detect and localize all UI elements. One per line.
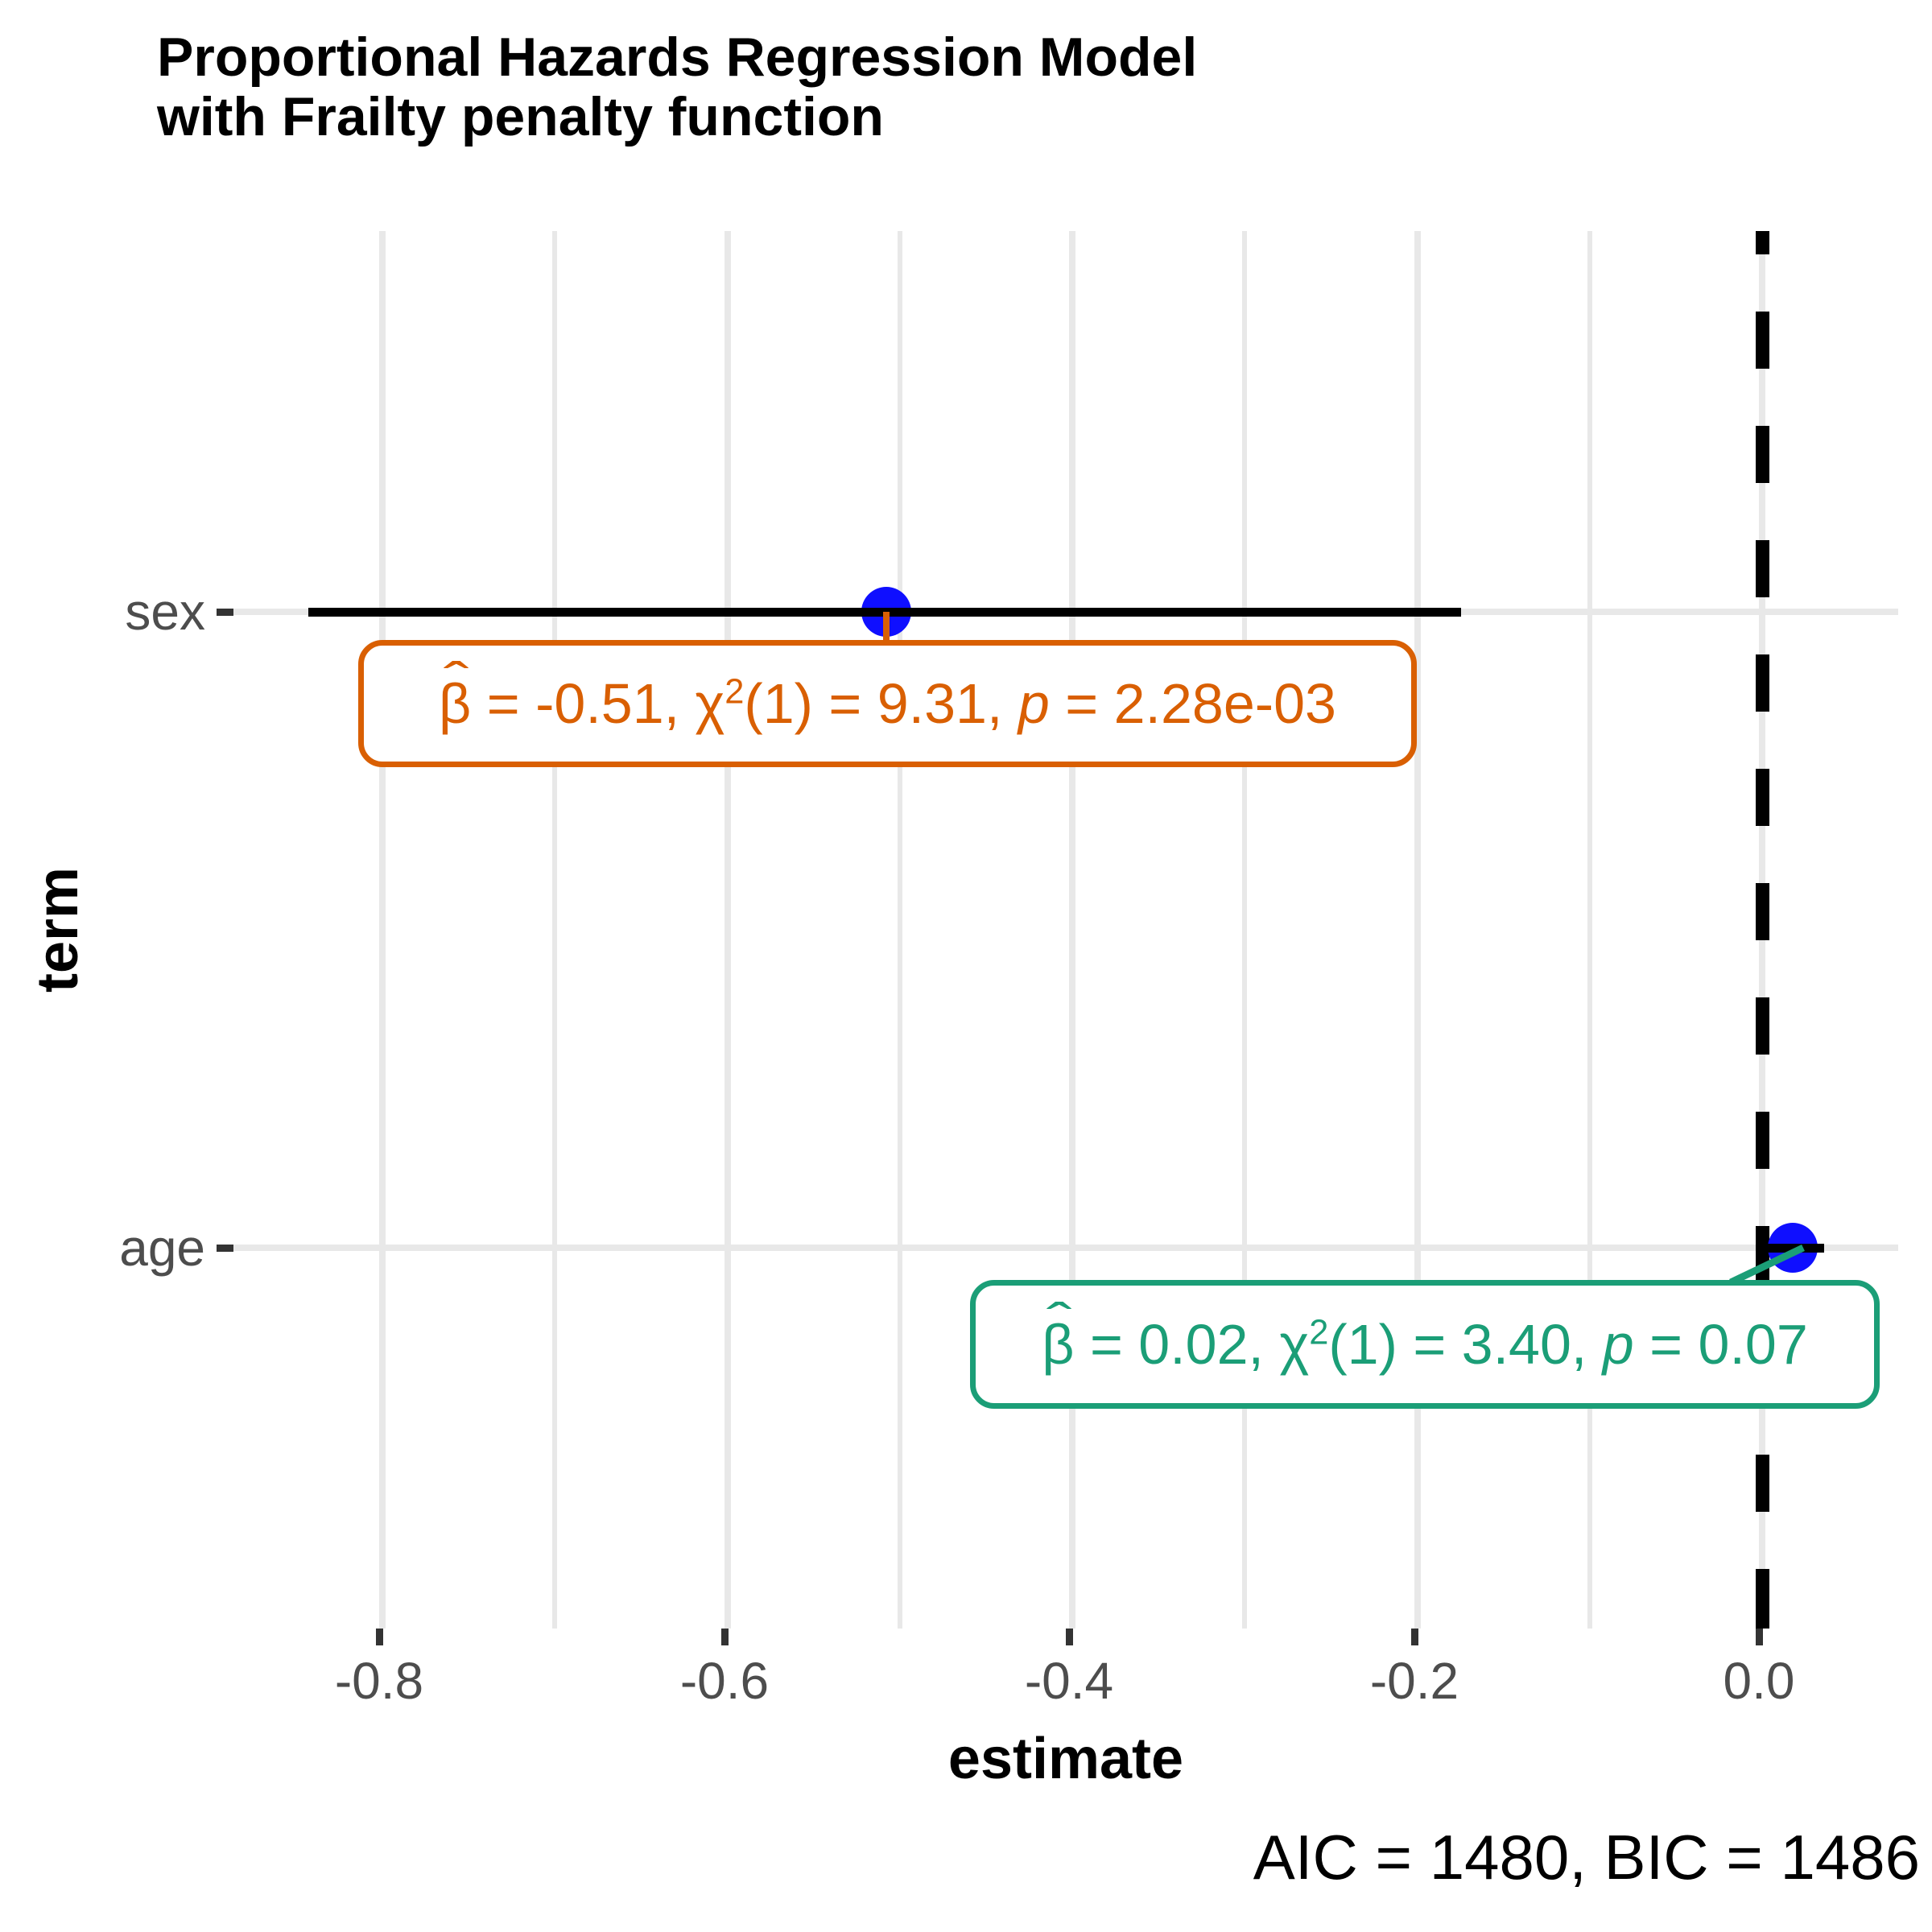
y-tick-sex [217, 609, 233, 616]
x-gridline-major [724, 231, 731, 1629]
x-gridline-minor [898, 231, 902, 1629]
hat-accent: ˆ [1046, 1294, 1073, 1351]
x-gridline-minor [1242, 231, 1247, 1629]
ci-errorbar-age [1760, 1244, 1824, 1253]
p-value: = 2.28e-03 [1049, 672, 1336, 735]
plot-title-line1: Proportional Hazards Regression Model [157, 27, 1198, 88]
x-gridline-minor [552, 231, 557, 1629]
p-symbol: p [1602, 1313, 1634, 1376]
beta-value: = -0.51, [471, 672, 696, 735]
x-gridline-major [1414, 231, 1421, 1629]
y-gridline-age [233, 1245, 1898, 1251]
x-axis-title: estimate [947, 1727, 1184, 1791]
x-tick [1066, 1629, 1073, 1645]
x-tick [376, 1629, 383, 1645]
x-tick-label: -0.8 [334, 1652, 424, 1710]
x-tick [721, 1629, 729, 1645]
x-tick-label: -0.2 [1369, 1652, 1459, 1710]
ci-errorbar-sex [308, 608, 1461, 617]
x-tick-label: 0.0 [1723, 1652, 1795, 1710]
hat-accent: ˆ [444, 653, 469, 710]
zero-reference-line [1756, 231, 1769, 1629]
y-axis-title: term [26, 866, 90, 993]
chi-exponent: 2 [724, 672, 745, 712]
plot-title: Proportional Hazards Regression Model wi… [157, 27, 1197, 147]
plot-title-line2: with Frailty penalty function [157, 86, 884, 147]
chi-exponent: 2 [1309, 1313, 1329, 1352]
x-gridline-major [379, 231, 386, 1629]
p-value: = 0.07 [1633, 1313, 1808, 1376]
chi-value: (1) = 3.40, [1328, 1313, 1603, 1376]
chi-symbol: χ [1279, 1313, 1310, 1376]
x-gridline-minor [1587, 231, 1592, 1629]
x-gridline-major [1069, 231, 1075, 1629]
chi-symbol: χ [695, 672, 725, 735]
y-category-label-sex: sex [125, 583, 205, 641]
model-fit-caption: AIC = 1480, BIC = 1486 [1253, 1822, 1920, 1893]
y-category-label-age: age [119, 1219, 205, 1277]
beta-value: = 0.02, [1074, 1313, 1280, 1376]
chi-value: (1) = 9.31, [744, 672, 1018, 735]
x-tick [1411, 1629, 1418, 1645]
y-tick-age [217, 1245, 233, 1252]
x-tick [1756, 1629, 1763, 1645]
p-symbol: p [1018, 672, 1050, 735]
x-tick-label: -0.6 [679, 1652, 770, 1710]
x-tick-label: -0.4 [1024, 1652, 1114, 1710]
